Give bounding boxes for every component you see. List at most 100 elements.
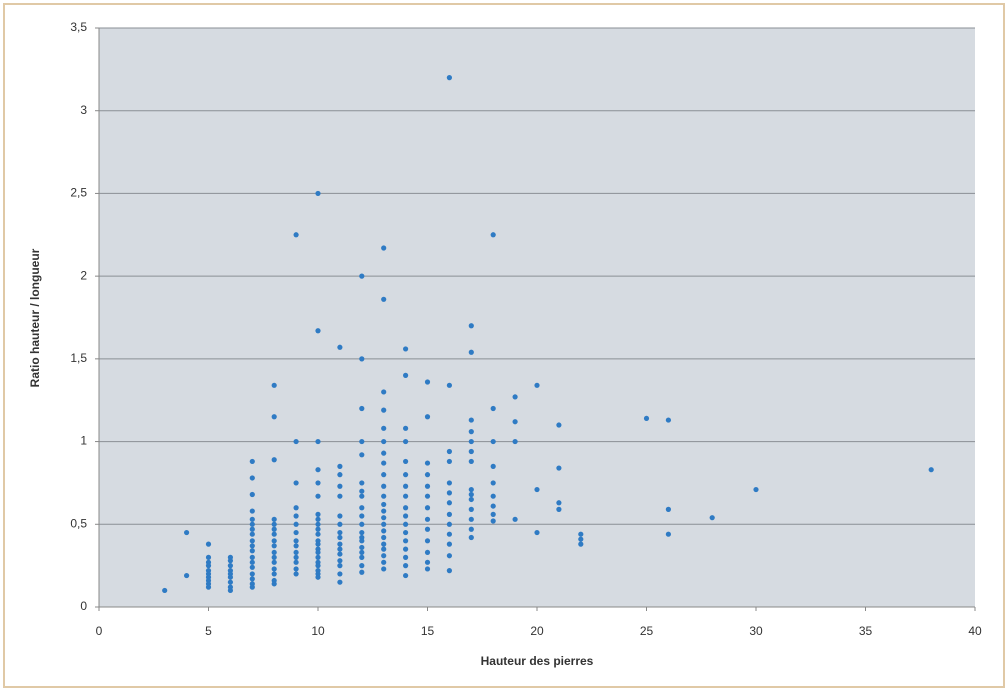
point <box>315 190 321 197</box>
point <box>249 531 255 537</box>
point <box>468 534 474 541</box>
point <box>293 538 299 544</box>
point <box>293 438 299 445</box>
point <box>468 429 474 435</box>
point <box>337 513 343 519</box>
point <box>271 559 277 565</box>
point <box>381 493 387 499</box>
point <box>315 563 321 569</box>
point <box>249 516 255 522</box>
point <box>468 516 474 522</box>
point <box>271 382 277 388</box>
point <box>271 531 277 537</box>
point <box>249 521 255 527</box>
point <box>359 405 365 412</box>
y-tick-label: 2,5 <box>70 186 87 200</box>
point <box>293 505 299 511</box>
y-tick-label: 1,5 <box>70 351 87 365</box>
point <box>315 516 321 522</box>
point <box>337 541 343 547</box>
point <box>359 549 365 556</box>
point <box>381 438 387 445</box>
point <box>293 549 299 556</box>
point <box>249 584 255 590</box>
point <box>490 493 496 499</box>
point <box>446 500 452 506</box>
point <box>271 554 277 560</box>
point <box>359 493 365 499</box>
point <box>490 503 496 509</box>
point <box>271 521 277 527</box>
point <box>249 508 255 514</box>
point <box>381 389 387 395</box>
point <box>315 554 321 560</box>
point <box>468 526 474 532</box>
point <box>381 559 387 565</box>
point <box>271 516 277 522</box>
point <box>249 548 255 554</box>
point <box>490 232 496 238</box>
point <box>578 541 584 547</box>
point <box>271 543 277 549</box>
point <box>315 549 321 556</box>
point <box>403 372 409 378</box>
point <box>446 541 452 547</box>
point <box>403 563 409 569</box>
point <box>337 463 343 469</box>
y-tick-label: 3 <box>80 103 87 117</box>
point <box>446 521 452 527</box>
point <box>381 521 387 527</box>
point <box>468 323 474 329</box>
point <box>381 515 387 521</box>
point <box>337 558 343 564</box>
x-tick-label: 5 <box>205 624 212 638</box>
point <box>227 563 233 569</box>
y-tick-label: 0 <box>80 599 87 613</box>
point <box>249 543 255 549</box>
point <box>293 559 299 565</box>
point <box>403 546 409 552</box>
point <box>249 526 255 532</box>
point <box>227 587 233 594</box>
point <box>359 529 365 536</box>
point <box>468 438 474 445</box>
point <box>424 559 431 565</box>
point <box>271 538 277 544</box>
point <box>271 457 277 463</box>
point <box>249 564 255 570</box>
point <box>468 486 474 493</box>
point <box>490 480 496 486</box>
point <box>315 521 321 527</box>
point <box>359 488 365 494</box>
point <box>381 528 387 534</box>
point <box>643 415 650 422</box>
x-tick-label: 25 <box>640 624 654 638</box>
point <box>293 543 299 549</box>
point <box>490 405 496 412</box>
point <box>446 458 452 465</box>
x-axis-label: Hauteur des pierres <box>481 654 594 668</box>
point <box>403 505 409 511</box>
x-tick-label: 30 <box>749 624 763 638</box>
point <box>424 379 431 385</box>
point <box>359 544 365 551</box>
point <box>205 584 212 590</box>
point <box>293 529 299 536</box>
point <box>315 328 321 334</box>
point <box>534 486 540 493</box>
point <box>337 493 343 499</box>
point <box>205 563 212 569</box>
point <box>446 75 452 81</box>
point <box>381 245 387 251</box>
y-tick-label: 2 <box>80 268 87 282</box>
point <box>381 546 387 552</box>
point <box>249 491 255 498</box>
point <box>271 566 277 572</box>
point <box>446 480 452 486</box>
point <box>490 438 496 445</box>
point <box>293 513 299 519</box>
point <box>249 571 255 577</box>
point <box>227 574 233 580</box>
point <box>381 508 387 514</box>
y-tick-label: 0,5 <box>70 516 87 530</box>
